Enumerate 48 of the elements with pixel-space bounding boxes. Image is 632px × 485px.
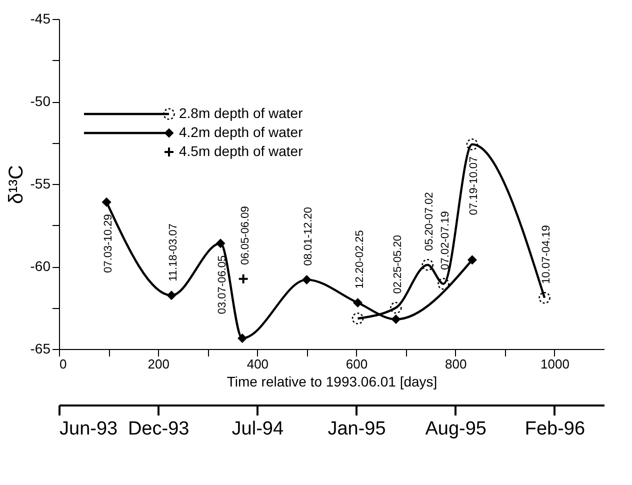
y-tick-label: -50 xyxy=(30,93,51,109)
point xyxy=(353,298,362,308)
point xyxy=(466,138,478,150)
annotation: 06.05-06.09 xyxy=(239,206,252,265)
annotation: 10.07-04.19 xyxy=(540,225,553,284)
point xyxy=(390,302,402,314)
legend-label: 2.8m depth of water xyxy=(179,105,304,121)
point xyxy=(438,278,450,290)
point xyxy=(102,197,112,207)
point xyxy=(391,314,401,324)
point xyxy=(216,238,226,248)
x2-tick-label: Aug-95 xyxy=(425,418,487,440)
y-tick-label: -60 xyxy=(30,258,51,274)
x2-tick-label: Jan-95 xyxy=(328,418,386,440)
annotation: 05.20-07.02 xyxy=(424,192,436,251)
x2-tick-label: Jul-94 xyxy=(232,418,284,440)
y-tick-label: -55 xyxy=(30,176,51,192)
x2-tick-label: Dec-93 xyxy=(128,418,190,440)
annotation: 07.03-10.29 xyxy=(102,214,115,273)
annotation: 03.07-06.05 xyxy=(216,255,229,314)
annotation: 02.25-05.20 xyxy=(392,235,404,294)
point xyxy=(238,273,249,284)
point xyxy=(302,274,312,284)
annotation: 08.01-12.20 xyxy=(302,206,315,266)
x-tick-label: 0 xyxy=(60,356,67,372)
x-tick-label: 400 xyxy=(246,356,269,372)
x-tick-label: 200 xyxy=(148,356,170,372)
legend-label: 4.5m depth of water xyxy=(179,143,304,159)
point xyxy=(422,258,434,271)
point xyxy=(467,255,477,265)
point xyxy=(352,312,364,324)
y-tick-label: -45 xyxy=(30,10,51,26)
point xyxy=(238,334,248,344)
x2-tick-label: Feb-96 xyxy=(524,418,586,440)
x-tick-label: 800 xyxy=(445,356,467,372)
x-tick-label: 600 xyxy=(346,356,368,372)
point xyxy=(538,292,550,304)
annotation: 07.02-07.19 xyxy=(439,211,452,270)
annotation: 12.20-02.25 xyxy=(354,230,366,289)
annotation: 07.19-10.07 xyxy=(468,156,480,216)
x2-tick-label: Jun-93 xyxy=(60,418,118,440)
x-axis-title: Time relative to 1993.06.01 [days] xyxy=(226,374,438,390)
y-axis-title: δ¹³C xyxy=(5,165,28,204)
legend-label: 4.2m depth of water xyxy=(179,124,304,140)
annotation: 11.18-03.07 xyxy=(167,223,180,282)
point xyxy=(166,290,176,300)
x-tick-label: 1000 xyxy=(540,356,570,372)
y-tick-label: -65 xyxy=(30,340,51,356)
